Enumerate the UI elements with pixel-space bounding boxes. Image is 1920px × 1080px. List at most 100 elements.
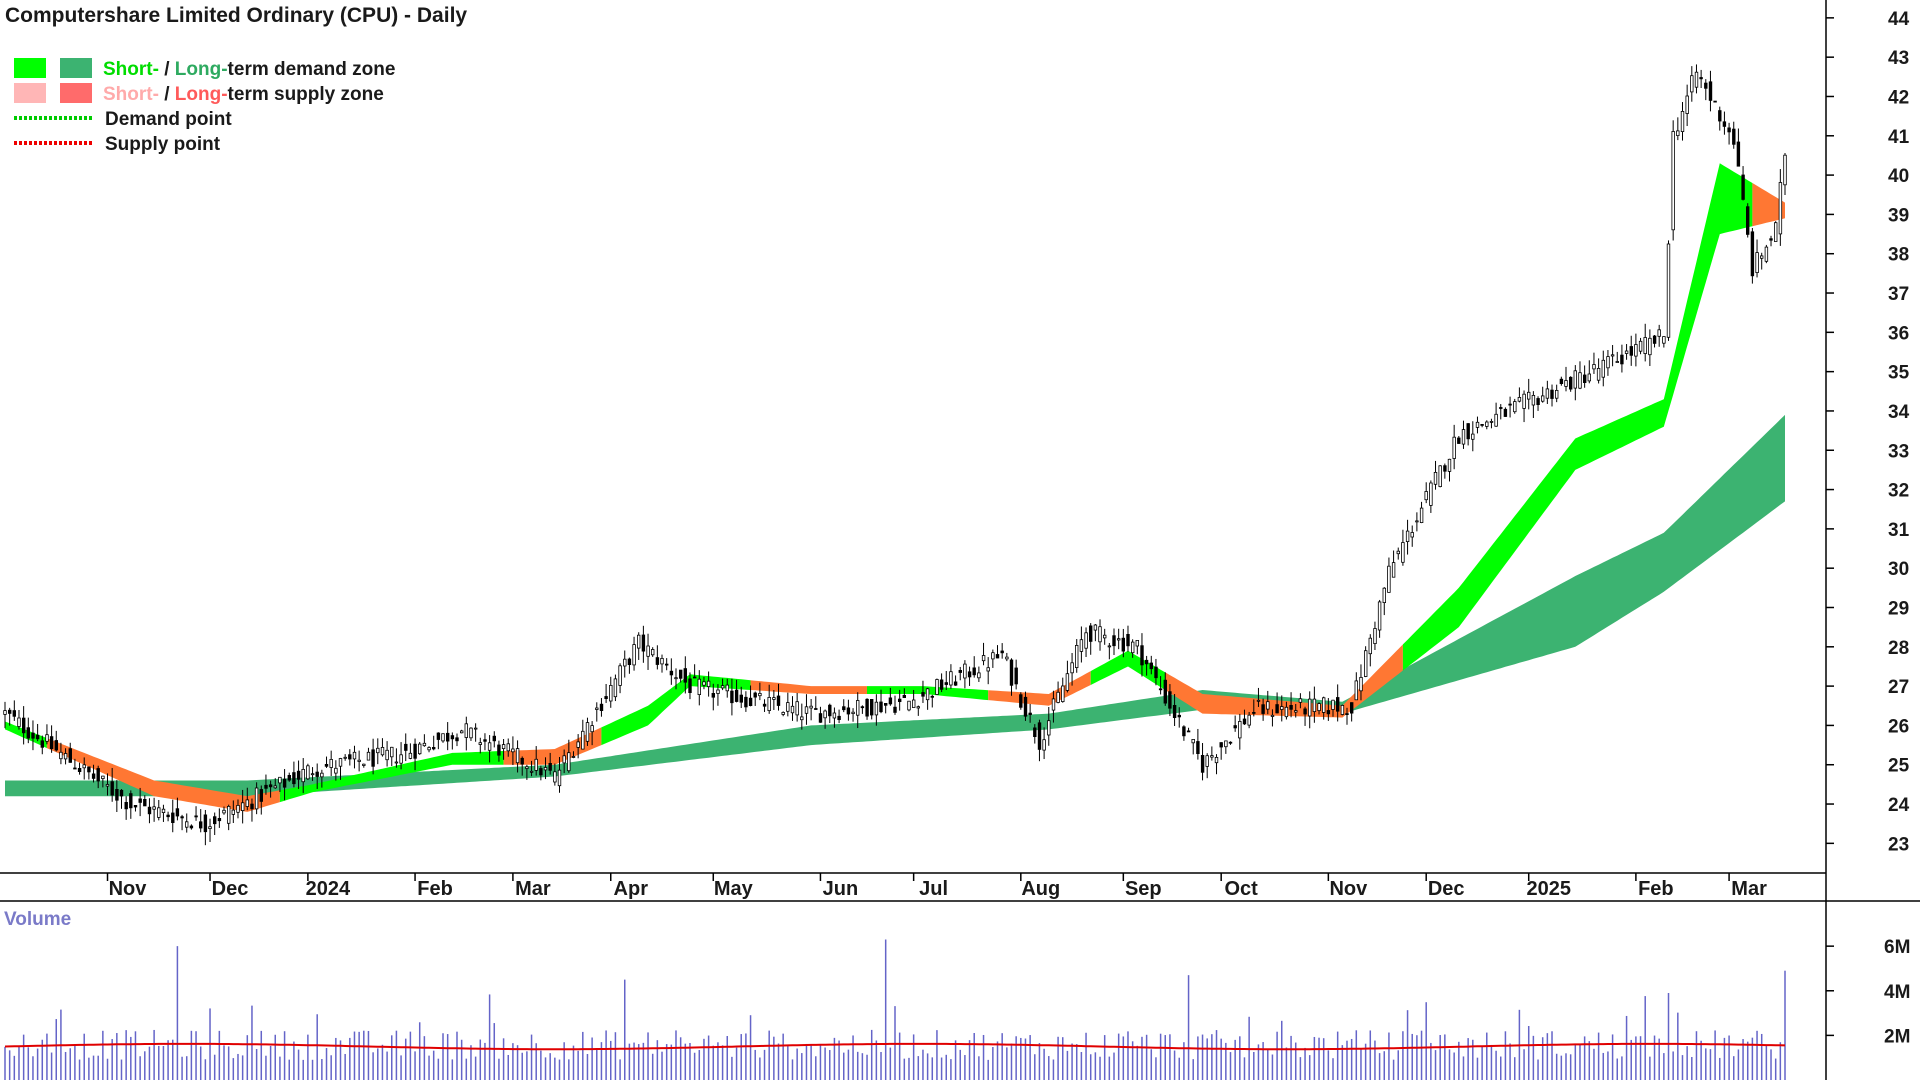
candle-body <box>362 763 366 766</box>
candle-body <box>1755 252 1759 274</box>
candle-body <box>194 815 198 818</box>
candle-body <box>571 756 576 758</box>
candle-body <box>762 703 767 707</box>
candle-body <box>995 654 1000 659</box>
candle-body <box>399 754 403 764</box>
candle-body <box>1648 337 1652 356</box>
candle-body <box>63 753 68 760</box>
candle-body <box>1620 354 1624 365</box>
candle-body <box>1382 587 1386 604</box>
volume-tick-label: 4M <box>1884 982 1910 1003</box>
candle-body <box>884 703 888 706</box>
candle-body <box>1336 697 1340 712</box>
legend-row1-sep: / <box>159 59 175 80</box>
candle-body <box>851 711 855 715</box>
candle-body <box>208 826 212 830</box>
candle-body <box>264 784 268 789</box>
long-term-zone-demand-segment <box>5 414 1785 797</box>
candle-body <box>310 773 315 776</box>
legend-row2-rest: term supply zone <box>228 84 384 105</box>
candle-body <box>1718 110 1722 122</box>
candle-body <box>711 693 715 698</box>
volume-ticks: 2M 4M 6M <box>1826 937 1910 1047</box>
candle-body <box>529 770 534 773</box>
candle-body <box>1396 550 1400 555</box>
legend-row2-sep: / <box>159 84 175 105</box>
price-tick-label: 37 <box>1888 284 1909 305</box>
candle-body <box>152 806 156 810</box>
candle-body <box>245 799 249 807</box>
candle-body <box>1112 635 1116 647</box>
candle-body <box>623 658 627 667</box>
price-tick-label: 44 <box>1888 9 1910 30</box>
candle-body <box>1606 356 1610 369</box>
candle-body <box>1079 639 1084 652</box>
candle-body <box>921 692 925 697</box>
candle-body <box>902 695 906 699</box>
candle-body <box>455 737 459 742</box>
candle-body <box>1746 206 1750 235</box>
candle-body <box>198 821 203 829</box>
candle-body <box>1713 100 1717 103</box>
candle-body <box>562 755 566 764</box>
candle-body <box>1047 720 1051 736</box>
candle-body <box>1405 530 1410 542</box>
candle-body <box>609 685 613 702</box>
candle-body <box>143 799 147 807</box>
candle-body <box>744 696 748 708</box>
candle-body <box>734 689 739 702</box>
candle-body <box>1508 403 1512 406</box>
candle-body <box>706 680 711 688</box>
candle-body <box>567 752 571 772</box>
candle-body <box>124 802 128 810</box>
candle-body <box>972 667 976 676</box>
candle-body <box>3 710 7 715</box>
candle-body <box>860 706 865 709</box>
candle-body <box>557 769 562 787</box>
price-ticks: 23 24 25 26 27 28 29 30 31 32 33 34 35 36 37 38 39 40 41 42… <box>1826 9 1910 855</box>
candle-body <box>599 703 604 712</box>
candle-body <box>1186 730 1191 733</box>
volume-bars <box>4 939 1786 1080</box>
candle-body <box>189 825 194 829</box>
candle-body <box>1028 712 1032 715</box>
candle-body <box>250 803 254 810</box>
candle-body <box>641 634 646 652</box>
legend: Short- / Long-term demand zone Short- / … <box>14 58 395 155</box>
candle-body <box>175 808 180 817</box>
candle-body <box>753 692 757 698</box>
candle-body <box>818 713 823 723</box>
candle-body <box>1778 182 1783 235</box>
price-tick-label: 29 <box>1888 598 1909 619</box>
candle-body <box>1438 465 1442 487</box>
volume-tick-label: 6M <box>1884 937 1910 958</box>
price-tick-label: 28 <box>1888 638 1909 659</box>
legend-swatch-short-supply <box>14 83 46 103</box>
candle-body <box>916 706 920 709</box>
price-tick-label: 33 <box>1888 441 1909 462</box>
candle-body <box>1550 389 1554 399</box>
candle-body <box>786 702 790 712</box>
legend-swatch-long-supply <box>60 83 92 103</box>
legend-row1: Short- / Long-term demand zone <box>103 59 395 80</box>
candle-body <box>832 712 837 719</box>
candle-body <box>1294 710 1298 713</box>
candle-body <box>1736 141 1741 167</box>
candle-body <box>1172 705 1177 719</box>
candle-body <box>226 806 231 824</box>
candle-body <box>1023 696 1028 717</box>
candle-body <box>1643 337 1647 355</box>
candle-body <box>683 668 687 683</box>
candle-body <box>842 706 846 711</box>
candle-body <box>82 764 86 769</box>
candle-body <box>790 705 795 714</box>
candle-body <box>669 670 674 676</box>
candle-body <box>1266 701 1270 710</box>
price-tick-label: 35 <box>1888 363 1910 384</box>
candle-body <box>7 709 12 714</box>
short-term-zone-demand-segment <box>1402 163 1753 671</box>
candle-body <box>1214 757 1219 764</box>
time-tick-label: Nov <box>1329 878 1368 900</box>
candle-body <box>781 712 785 715</box>
